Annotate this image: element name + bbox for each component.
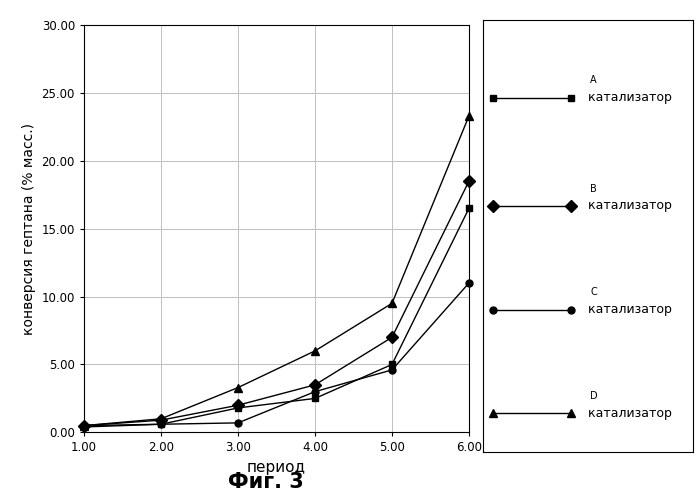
Text: A: A: [590, 76, 596, 85]
Y-axis label: конверсия гептана (% масс.): конверсия гептана (% масс.): [22, 123, 36, 334]
Text: катализатор: катализатор: [588, 199, 676, 212]
X-axis label: период: период: [247, 460, 306, 475]
Text: C: C: [590, 287, 597, 297]
Text: катализатор: катализатор: [588, 407, 676, 420]
Text: B: B: [590, 183, 597, 193]
Text: катализатор: катализатор: [588, 303, 676, 316]
Text: катализатор: катализатор: [588, 91, 676, 104]
Text: Фиг. 3: Фиг. 3: [228, 472, 304, 492]
Text: D: D: [590, 391, 598, 401]
